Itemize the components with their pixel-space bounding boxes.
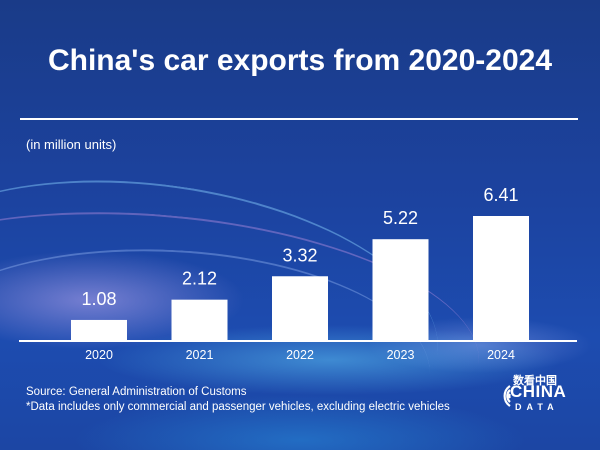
category-label-2023: 2023 [387, 348, 415, 362]
data-disclaimer: *Data includes only commercial and passe… [26, 401, 450, 413]
source-note: Source: General Administration of Custom… [26, 386, 247, 398]
category-label-2022: 2022 [286, 348, 314, 362]
category-label-2024: 2024 [487, 348, 515, 362]
footer: Source: General Administration of Custom… [26, 385, 450, 415]
bar-2021 [171, 299, 228, 341]
unit-label: (in million units) [26, 137, 117, 152]
value-label-2023: 5.22 [383, 208, 418, 228]
value-label-2022: 3.32 [282, 245, 317, 265]
china-data-logo: 数看中国 CHINA DATA [490, 370, 580, 420]
value-label-2024: 6.41 [483, 185, 518, 205]
title-divider [20, 118, 578, 120]
logo-chinese-text: 数看中国 [513, 375, 557, 387]
logo-sub-text: DATA [515, 402, 559, 412]
category-label-2021: 2021 [186, 348, 214, 362]
bar-2023 [372, 239, 429, 341]
value-label-2020: 1.08 [81, 289, 116, 309]
logo-main-text: CHINA [510, 382, 567, 401]
bars-group [71, 216, 529, 341]
category-labels-group: 2020 2021 2022 2023 2024 [85, 348, 515, 362]
value-labels-group: 1.08 2.12 3.32 5.22 6.41 [81, 185, 518, 309]
category-label-2020: 2020 [85, 348, 113, 362]
bar-2022 [272, 276, 328, 341]
signal-arc-icon [503, 385, 511, 407]
bar-2020 [71, 319, 127, 341]
chart-title: China's car exports from 2020-2024 [47, 44, 553, 77]
value-label-2021: 2.12 [182, 269, 217, 289]
bar-2024 [473, 216, 529, 341]
